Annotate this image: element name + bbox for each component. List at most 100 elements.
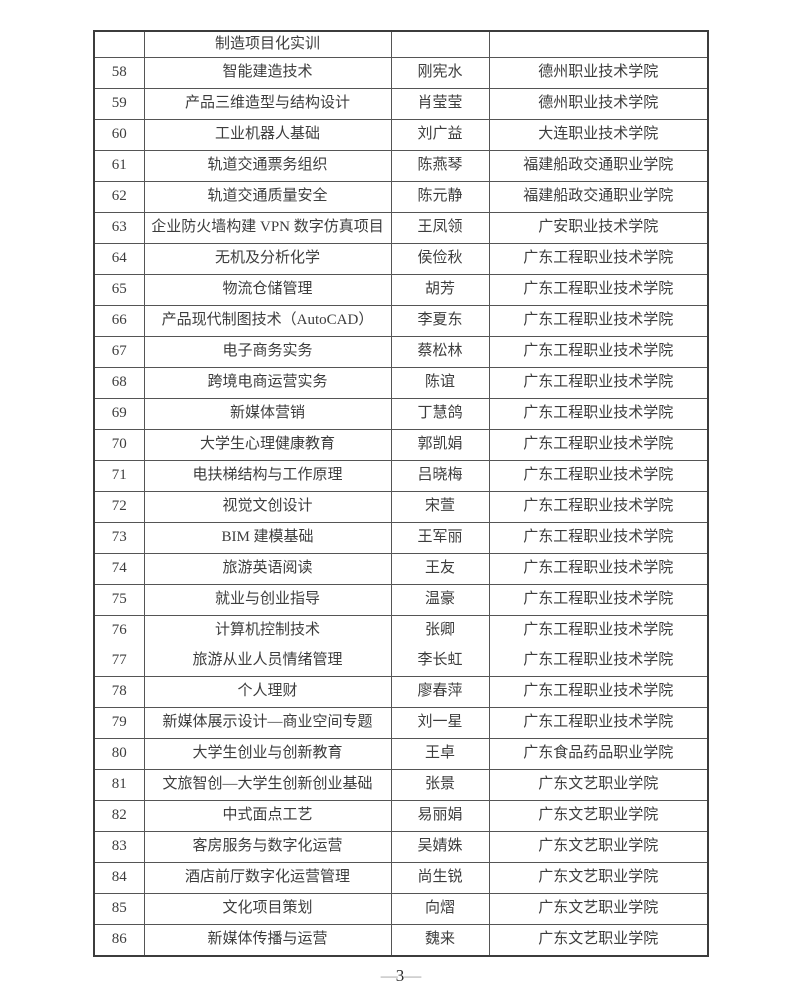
cell-course: 无机及分析化学 bbox=[143, 243, 392, 275]
cell-number: 75 bbox=[93, 584, 145, 616]
cell-school: 广安职业技术学院 bbox=[488, 212, 709, 244]
cell-number bbox=[93, 30, 145, 58]
cell-number: 72 bbox=[93, 491, 145, 523]
cell-school: 广东工程职业技术学院 bbox=[488, 491, 709, 523]
cell-number: 63 bbox=[93, 212, 145, 244]
cell-teacher: 吕晓梅 bbox=[390, 460, 490, 492]
cell-number: 60 bbox=[93, 119, 145, 151]
cell-number: 67 bbox=[93, 336, 145, 368]
cell-teacher: 王凤领 bbox=[390, 212, 490, 244]
cell-course: 跨境电商运营实务 bbox=[143, 367, 392, 399]
page-number: 3 bbox=[395, 966, 405, 985]
cell-course: 新媒体营销 bbox=[143, 398, 392, 430]
cell-school bbox=[488, 30, 709, 58]
cell-number: 84 bbox=[93, 862, 145, 894]
cell-number: 77 bbox=[93, 646, 145, 677]
cell-teacher: 李夏东 bbox=[390, 305, 490, 337]
cell-school: 广东文艺职业学院 bbox=[488, 893, 709, 925]
cell-teacher: 肖莹莹 bbox=[390, 88, 490, 120]
cell-course: 个人理财 bbox=[143, 676, 392, 708]
cell-teacher bbox=[390, 30, 490, 58]
cell-number: 58 bbox=[93, 57, 145, 89]
table-row: 84 酒店前厅数字化运营管理 尚生锐 广东文艺职业学院 bbox=[93, 862, 709, 894]
cell-course: 文旅智创—大学生创新创业基础 bbox=[143, 769, 392, 801]
table-row: 77 旅游从业人员情绪管理 李长虹 广东工程职业技术学院 bbox=[93, 646, 709, 677]
cell-school: 广东工程职业技术学院 bbox=[488, 553, 709, 585]
cell-school: 广东工程职业技术学院 bbox=[488, 522, 709, 554]
cell-course: 中式面点工艺 bbox=[143, 800, 392, 832]
table-row: 59 产品三维造型与结构设计 肖莹莹 德州职业技术学院 bbox=[93, 88, 709, 120]
cell-teacher: 胡芳 bbox=[390, 274, 490, 306]
cell-number: 80 bbox=[93, 738, 145, 770]
cell-school: 广东工程职业技术学院 bbox=[488, 336, 709, 368]
cell-course: 旅游英语阅读 bbox=[143, 553, 392, 585]
cell-school: 广东工程职业技术学院 bbox=[488, 584, 709, 616]
cell-teacher: 刘广益 bbox=[390, 119, 490, 151]
cell-course: 电子商务实务 bbox=[143, 336, 392, 368]
cell-teacher: 蔡松林 bbox=[390, 336, 490, 368]
table-row: 83 客房服务与数字化运营 吴婧姝 广东文艺职业学院 bbox=[93, 831, 709, 863]
table-row: 70 大学生心理健康教育 郭凯娟 广东工程职业技术学院 bbox=[93, 429, 709, 461]
cell-teacher: 王卓 bbox=[390, 738, 490, 770]
cell-number: 86 bbox=[93, 924, 145, 957]
footer-dash-left: — bbox=[380, 966, 398, 985]
cell-school: 德州职业技术学院 bbox=[488, 88, 709, 120]
cell-school: 广东工程职业技术学院 bbox=[488, 646, 709, 677]
cell-course: 新媒体传播与运营 bbox=[143, 924, 392, 957]
cell-number: 64 bbox=[93, 243, 145, 275]
cell-teacher: 王军丽 bbox=[390, 522, 490, 554]
cell-school: 大连职业技术学院 bbox=[488, 119, 709, 151]
table-row: 制造项目化实训 bbox=[93, 30, 709, 58]
cell-course: 大学生心理健康教育 bbox=[143, 429, 392, 461]
cell-number: 71 bbox=[93, 460, 145, 492]
cell-number: 68 bbox=[93, 367, 145, 399]
cell-teacher: 陈谊 bbox=[390, 367, 490, 399]
cell-teacher: 吴婧姝 bbox=[390, 831, 490, 863]
table-row: 67 电子商务实务 蔡松林 广东工程职业技术学院 bbox=[93, 336, 709, 368]
cell-number: 81 bbox=[93, 769, 145, 801]
cell-school: 广东工程职业技术学院 bbox=[488, 367, 709, 399]
cell-school: 广东工程职业技术学院 bbox=[488, 305, 709, 337]
cell-number: 61 bbox=[93, 150, 145, 182]
cell-school: 广东工程职业技术学院 bbox=[488, 398, 709, 430]
cell-course: 企业防火墙构建 VPN 数字仿真项目 bbox=[143, 212, 392, 244]
cell-number: 85 bbox=[93, 893, 145, 925]
cell-number: 73 bbox=[93, 522, 145, 554]
cell-school: 广东工程职业技术学院 bbox=[488, 615, 709, 646]
table-row: 71 电扶梯结构与工作原理 吕晓梅 广东工程职业技术学院 bbox=[93, 460, 709, 492]
cell-course: 工业机器人基础 bbox=[143, 119, 392, 151]
cell-school: 广东工程职业技术学院 bbox=[488, 676, 709, 708]
table-row: 66 产品现代制图技术（AutoCAD） 李夏东 广东工程职业技术学院 bbox=[93, 305, 709, 337]
cell-teacher: 尚生锐 bbox=[390, 862, 490, 894]
table-row: 72 视觉文创设计 宋萱 广东工程职业技术学院 bbox=[93, 491, 709, 523]
cell-course: BIM 建模基础 bbox=[143, 522, 392, 554]
table-row: 80 大学生创业与创新教育 王卓 广东食品药品职业学院 bbox=[93, 738, 709, 770]
cell-teacher: 刚宪水 bbox=[390, 57, 490, 89]
table-row: 79 新媒体展示设计—商业空间专题 刘一星 广东工程职业技术学院 bbox=[93, 707, 709, 739]
cell-course: 旅游从业人员情绪管理 bbox=[143, 646, 392, 677]
cell-number: 83 bbox=[93, 831, 145, 863]
cell-course: 电扶梯结构与工作原理 bbox=[143, 460, 392, 492]
cell-teacher: 向熠 bbox=[390, 893, 490, 925]
table-row: 74 旅游英语阅读 王友 广东工程职业技术学院 bbox=[93, 553, 709, 585]
table-row: 68 跨境电商运营实务 陈谊 广东工程职业技术学院 bbox=[93, 367, 709, 399]
footer-dash-right: — bbox=[404, 966, 421, 985]
cell-school: 广东文艺职业学院 bbox=[488, 862, 709, 894]
cell-number: 78 bbox=[93, 676, 145, 708]
cell-school: 德州职业技术学院 bbox=[488, 57, 709, 89]
cell-course: 产品三维造型与结构设计 bbox=[143, 88, 392, 120]
cell-course: 新媒体展示设计—商业空间专题 bbox=[143, 707, 392, 739]
table-row: 81 文旅智创—大学生创新创业基础 张景 广东文艺职业学院 bbox=[93, 769, 709, 801]
cell-school: 广东工程职业技术学院 bbox=[488, 429, 709, 461]
cell-number: 74 bbox=[93, 553, 145, 585]
cell-school: 福建船政交通职业学院 bbox=[488, 150, 709, 182]
cell-course: 客房服务与数字化运营 bbox=[143, 831, 392, 863]
table-row: 82 中式面点工艺 易丽娟 广东文艺职业学院 bbox=[93, 800, 709, 832]
cell-school: 广东工程职业技术学院 bbox=[488, 707, 709, 739]
cell-teacher: 刘一星 bbox=[390, 707, 490, 739]
cell-number: 76 bbox=[93, 615, 145, 646]
cell-school: 广东食品药品职业学院 bbox=[488, 738, 709, 770]
cell-number: 62 bbox=[93, 181, 145, 213]
cell-course: 视觉文创设计 bbox=[143, 491, 392, 523]
